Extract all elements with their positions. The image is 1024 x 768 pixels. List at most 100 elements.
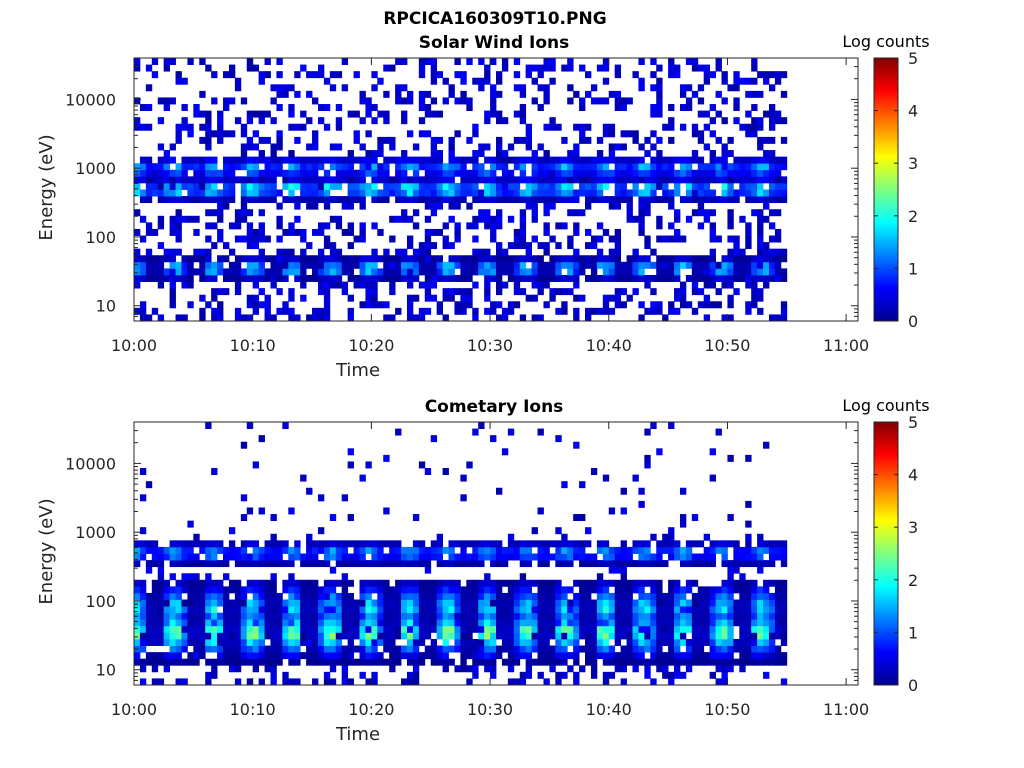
heatmap-cell xyxy=(134,553,141,561)
heatmap-cell xyxy=(709,625,716,633)
heatmap-cell xyxy=(709,281,716,289)
heatmap-cell xyxy=(359,612,366,620)
heatmap-cell xyxy=(656,110,663,118)
heatmap-cell xyxy=(650,619,657,627)
heatmap-cell xyxy=(365,546,372,554)
heatmap-cell xyxy=(205,222,212,230)
heatmap-cell xyxy=(496,645,503,653)
heatmap-cell xyxy=(721,560,728,568)
heatmap-cell xyxy=(644,671,651,679)
heatmap-cell xyxy=(395,540,402,548)
heatmap-cell xyxy=(555,638,562,646)
heatmap-cell xyxy=(590,658,598,666)
heatmap-cell xyxy=(638,58,645,65)
heatmap-cell xyxy=(525,130,532,138)
heatmap-cell xyxy=(531,579,538,587)
heatmap-cell xyxy=(389,136,396,144)
heatmap-cell xyxy=(674,619,681,627)
heatmap-cell xyxy=(602,301,610,309)
heatmap-cell xyxy=(300,228,307,236)
heatmap-cell xyxy=(341,678,349,686)
heatmap-cell xyxy=(590,612,598,620)
heatmap-cell xyxy=(282,560,289,568)
heatmap-cell xyxy=(620,619,627,627)
heatmap-cell xyxy=(715,546,722,554)
heatmap-cell xyxy=(697,222,705,230)
heatmap-cell xyxy=(294,123,301,131)
heatmap-cell xyxy=(537,281,544,289)
heatmap-cell xyxy=(697,255,705,263)
heatmap-cell xyxy=(644,645,651,653)
heatmap-cell xyxy=(276,248,283,256)
heatmap-cell xyxy=(460,606,467,614)
heatmap-cell xyxy=(525,586,532,594)
heatmap-cell xyxy=(745,500,752,508)
heatmap-cell xyxy=(430,553,438,561)
heatmap-cell xyxy=(608,566,616,574)
heatmap-cell xyxy=(484,143,491,151)
heatmap-cell xyxy=(668,196,675,204)
heatmap-cell xyxy=(763,638,770,646)
heatmap-cell xyxy=(424,566,432,574)
heatmap-cell xyxy=(733,612,740,620)
heatmap-cell xyxy=(513,163,521,171)
heatmap-cell xyxy=(685,625,693,633)
heatmap-cell xyxy=(211,468,218,475)
heatmap-cell xyxy=(507,599,515,607)
heatmap-cell xyxy=(371,163,378,171)
heatmap-cell xyxy=(234,163,242,171)
heatmap-cell xyxy=(739,176,746,184)
heatmap-cell xyxy=(175,579,182,587)
heatmap-cell xyxy=(519,612,527,620)
heatmap-cell xyxy=(276,638,283,646)
heatmap-cell xyxy=(519,314,527,322)
heatmap-cell xyxy=(691,307,699,315)
heatmap-cell xyxy=(270,150,277,158)
heatmap-cell xyxy=(228,176,236,184)
heatmap-cell xyxy=(418,540,426,548)
heatmap-cell xyxy=(721,255,728,263)
heatmap-cell xyxy=(389,268,396,276)
heatmap-cell xyxy=(567,84,574,92)
heatmap-cell xyxy=(276,307,283,315)
heatmap-cell xyxy=(454,71,461,79)
heatmap-cell xyxy=(300,625,307,633)
heatmap-cell xyxy=(317,156,325,164)
heatmap-cell xyxy=(507,143,515,151)
heatmap-cell xyxy=(371,678,378,686)
heatmap-cell xyxy=(573,228,580,236)
heatmap-cell xyxy=(460,294,467,302)
heatmap-cell xyxy=(306,599,313,607)
heatmap-cell xyxy=(608,268,616,276)
heatmap-cell xyxy=(317,117,325,125)
heatmap-cell xyxy=(217,314,224,322)
heatmap-cell xyxy=(644,560,651,568)
heatmap-cell xyxy=(139,104,147,111)
heatmap-cell xyxy=(157,156,165,164)
heatmap-cell xyxy=(531,625,538,633)
heatmap-cell xyxy=(668,189,675,197)
heatmap-cell xyxy=(145,196,153,204)
heatmap-cell xyxy=(395,592,402,600)
heatmap-cell xyxy=(626,189,633,197)
heatmap-cell xyxy=(436,553,443,561)
heatmap-cell xyxy=(703,638,711,646)
heatmap-cell xyxy=(579,97,586,105)
heatmap-cell xyxy=(478,645,485,653)
heatmap-cell xyxy=(674,255,681,263)
heatmap-cell xyxy=(608,592,616,600)
heatmap-cell xyxy=(442,261,449,269)
heatmap-cell xyxy=(264,301,271,309)
heatmap-cell xyxy=(406,242,414,250)
heatmap-cell xyxy=(543,202,550,210)
heatmap-cell xyxy=(650,261,657,269)
heatmap-cell xyxy=(697,540,705,548)
heatmap-cell xyxy=(774,248,782,256)
heatmap-cell xyxy=(644,202,651,210)
heatmap-cell xyxy=(300,592,307,600)
heatmap-cell xyxy=(246,268,254,276)
heatmap-cell xyxy=(412,632,420,640)
heatmap-cell xyxy=(175,658,182,666)
heatmap-cell xyxy=(211,632,218,640)
heatmap-cell xyxy=(608,546,616,554)
